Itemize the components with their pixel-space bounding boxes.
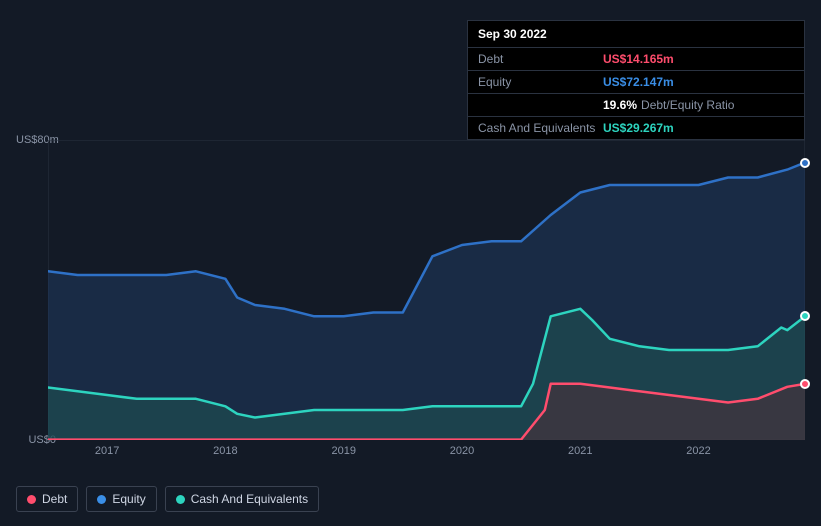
tooltip-label xyxy=(478,98,603,112)
tooltip-ratio-value: 19.6% xyxy=(603,98,637,112)
x-axis-label: 2022 xyxy=(686,445,710,457)
plot-area[interactable] xyxy=(48,140,805,440)
tooltip-label: Debt xyxy=(478,52,603,66)
tooltip-ratio-label: Debt/Equity Ratio xyxy=(641,98,734,112)
x-axis-label: 2019 xyxy=(331,445,355,457)
debt-end-marker xyxy=(800,379,810,389)
chart-tooltip: Sep 30 2022 Debt US$14.165m Equity US$72… xyxy=(467,20,805,140)
cash-end-marker xyxy=(800,311,810,321)
x-axis-labels: 2017 2018 2019 2020 2021 2022 xyxy=(48,445,805,465)
legend-dot-icon xyxy=(27,495,36,504)
tooltip-date: Sep 30 2022 xyxy=(468,21,804,48)
legend-label: Cash And Equivalents xyxy=(191,492,308,506)
legend-dot-icon xyxy=(97,495,106,504)
legend-item-debt[interactable]: Debt xyxy=(16,486,78,512)
tooltip-label: Cash And Equivalents xyxy=(478,121,603,135)
tooltip-label: Equity xyxy=(478,75,603,89)
legend-item-equity[interactable]: Equity xyxy=(86,486,156,512)
legend-label: Equity xyxy=(112,492,145,506)
legend-dot-icon xyxy=(176,495,185,504)
tooltip-value: US$72.147m xyxy=(603,75,674,89)
legend-label: Debt xyxy=(42,492,67,506)
tooltip-row-equity: Equity US$72.147m xyxy=(468,71,804,94)
chart-container: US$80mUS$0 201720182019202020212022 xyxy=(16,120,805,470)
x-axis-label: 2020 xyxy=(450,445,474,457)
x-axis-label: 2021 xyxy=(568,445,592,457)
chart-legend: Debt Equity Cash And Equivalents xyxy=(16,486,319,512)
x-axis-label: 2018 xyxy=(213,445,237,457)
tooltip-row-cash: Cash And Equivalents US$29.267m xyxy=(468,117,804,139)
equity-end-marker xyxy=(800,158,810,168)
tooltip-value: US$14.165m xyxy=(603,52,674,66)
chart-svg xyxy=(48,140,805,440)
tooltip-row-ratio: 19.6% Debt/Equity Ratio xyxy=(468,94,804,117)
x-axis-label: 2017 xyxy=(95,445,119,457)
legend-item-cash-and-equivalents[interactable]: Cash And Equivalents xyxy=(165,486,319,512)
tooltip-row-debt: Debt US$14.165m xyxy=(468,48,804,71)
tooltip-value: US$29.267m xyxy=(603,121,674,135)
